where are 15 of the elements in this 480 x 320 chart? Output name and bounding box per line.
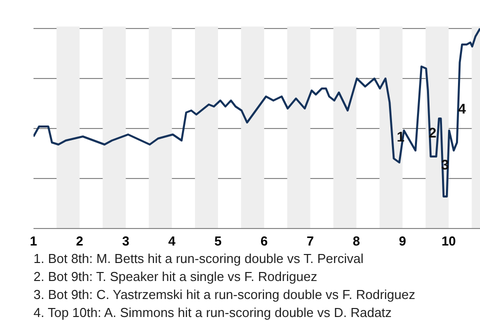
text: 1. Bot 8th: M. Betts hit a run-scoring double vs T. Percival — [34, 251, 364, 266]
x-tick-label: 5 — [214, 234, 222, 248]
x-tick-label: 6 — [260, 234, 268, 248]
x-tick-label: 7 — [306, 234, 314, 248]
annotation: 3 — [441, 156, 450, 172]
x-tick-label: 3 — [122, 234, 130, 248]
text: 4. Top 10th: A. Simmons hit a run-scoring double vs D. Radatz — [34, 305, 392, 320]
text: 2. Bot 9th: T. Speaker hit a single vs F. Rodriguez — [34, 269, 318, 284]
x-tick-label: 9 — [398, 234, 406, 248]
x-tick-label: 4 — [168, 234, 176, 248]
x-tick-label: 2 — [76, 234, 84, 248]
text: 3. Bot 9th: C. Yastrzemski hit a run-scoring double vs F. Rodriguez — [34, 287, 416, 302]
x-tick-label: 1 — [30, 234, 38, 248]
x-tick-label: 8 — [352, 234, 360, 248]
x-tick-label: 10 — [441, 234, 456, 248]
